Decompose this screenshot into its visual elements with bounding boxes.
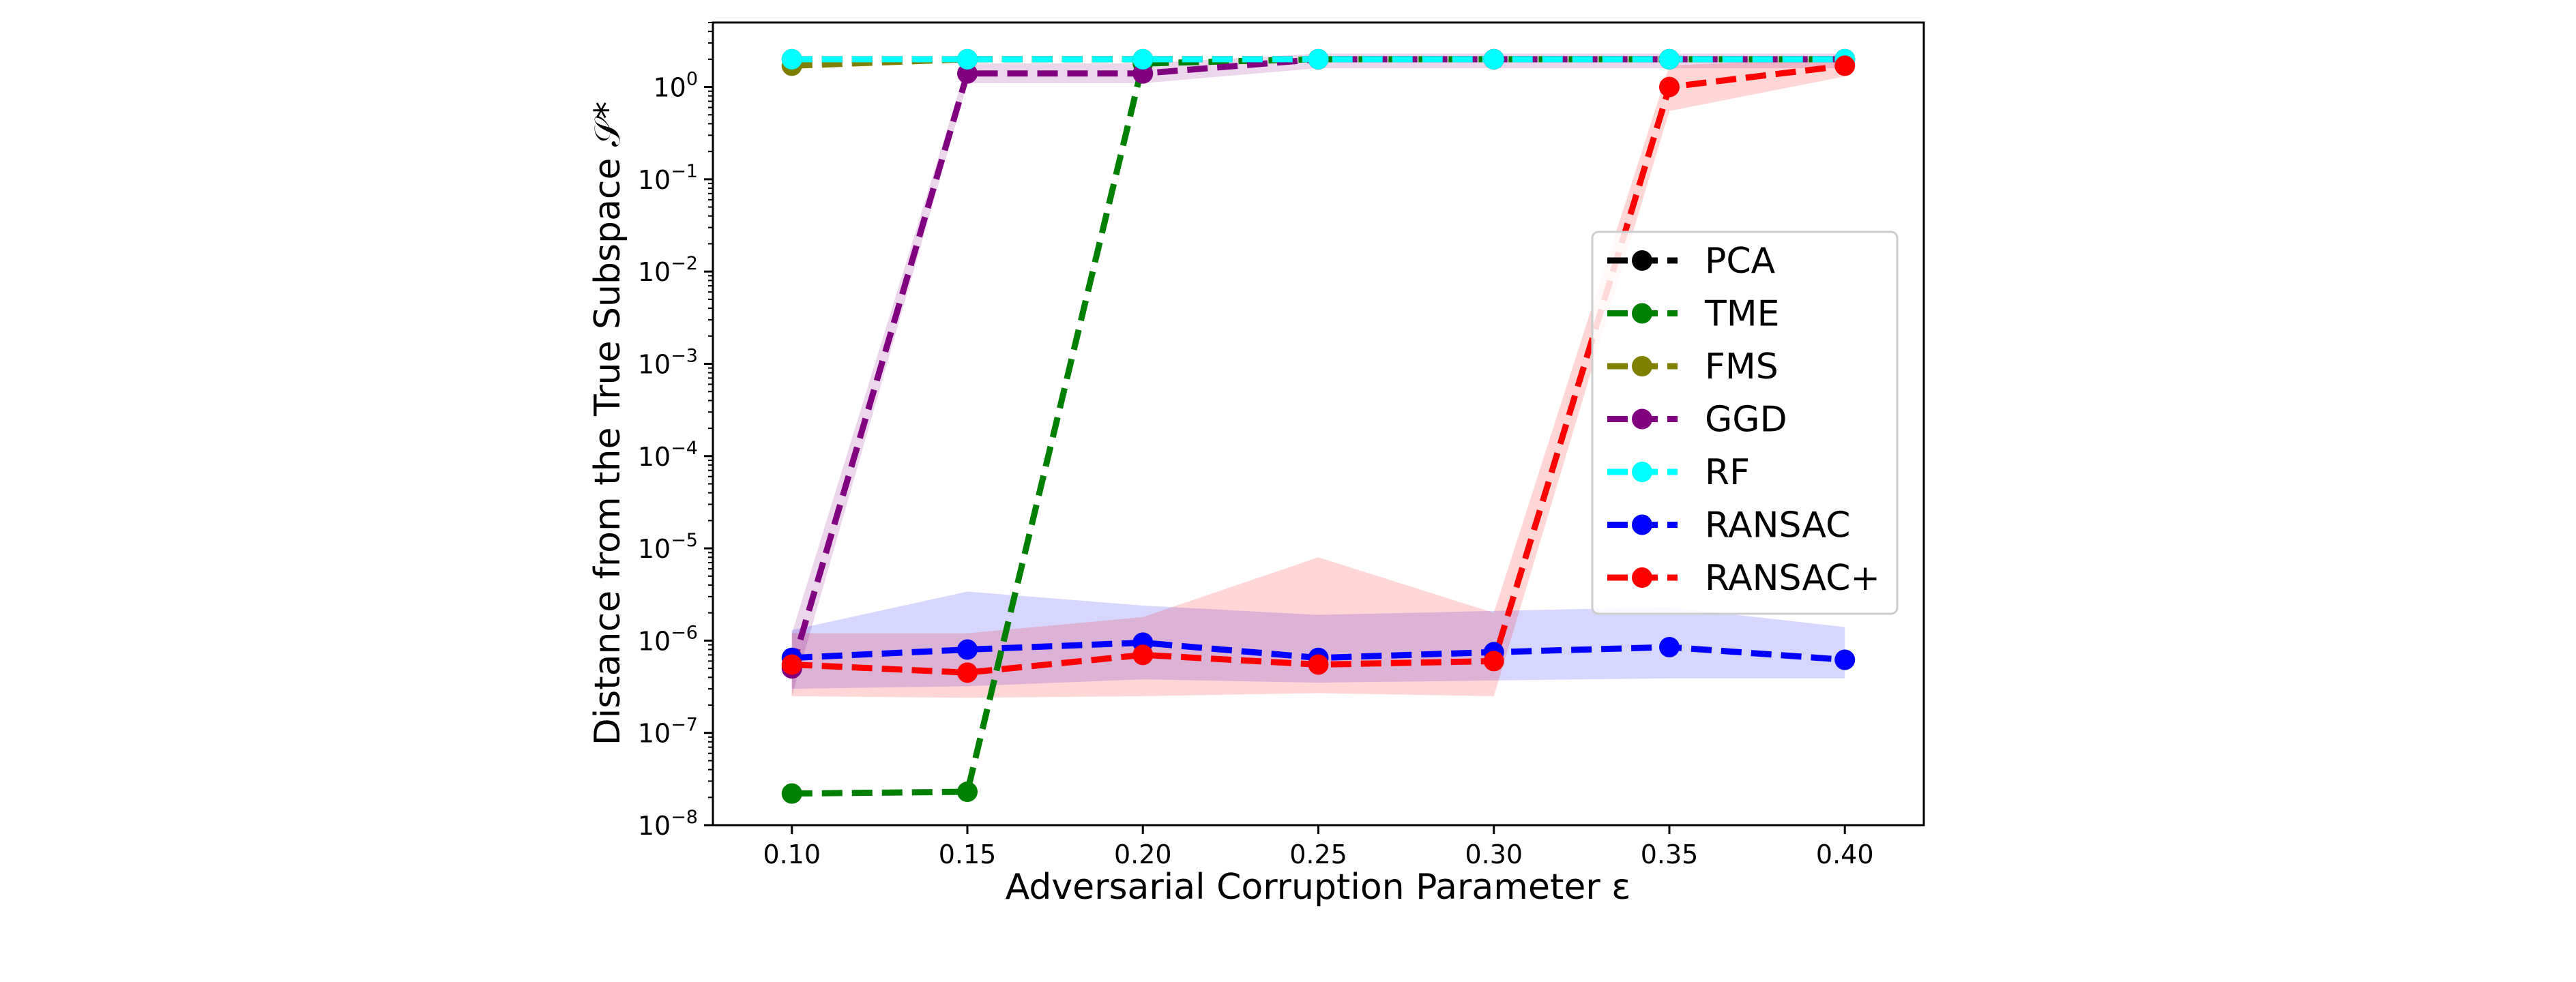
y-tick-label: 10−5 (638, 530, 698, 564)
series-markers (781, 48, 1856, 804)
point-ransac-6 (1834, 649, 1856, 670)
y-axis-label: Distance from the True Subspace 𝒮* (587, 102, 628, 746)
legend-marker-swatch (1632, 567, 1652, 588)
legend-label: RANSAC (1705, 505, 1850, 546)
point-ransac-5 (1658, 636, 1680, 657)
legend-item-ransac: RANSAC (1607, 505, 1850, 546)
y-tick-label: 10−2 (638, 253, 698, 287)
point-rf-1 (957, 48, 978, 70)
band-ransac (791, 591, 1845, 689)
point-tme-1 (957, 782, 978, 803)
legend-label: RANSAC+ (1705, 558, 1880, 599)
point-ransac-plus-2 (1132, 644, 1154, 666)
legend-label: RF (1705, 452, 1750, 493)
band-ransac-plus (791, 57, 1845, 698)
x-axis-ticks: 0.10 0.15 0.20 0.25 0.30 0.35 0.40 (763, 825, 1874, 869)
y-axis-ticks: 10−8 10−7 10−6 10−5 10−4 10−3 10−2 10−1 100 (638, 22, 713, 841)
legend-marker-swatch (1632, 514, 1652, 535)
point-ransac-plus-5 (1658, 76, 1680, 98)
confidence-bands (791, 53, 1845, 698)
legend-label: FMS (1705, 346, 1779, 387)
legend-marker-swatch (1632, 408, 1652, 430)
point-ransac-plus-4 (1483, 651, 1504, 672)
legend-marker-swatch (1632, 250, 1652, 271)
legend-box (1591, 230, 1899, 615)
point-ransac-plus-1 (957, 662, 978, 683)
legend-item-rf: RF (1607, 452, 1750, 493)
y-tick-label: 10−3 (638, 345, 698, 379)
y-tick-label: 10−8 (638, 807, 698, 841)
x-tick-label: 0.20 (1114, 839, 1172, 869)
point-ransac-plus-0 (781, 654, 802, 675)
y-tick-label: 10−4 (638, 438, 698, 472)
legend-marker-swatch (1632, 462, 1652, 482)
point-rf-5 (1658, 48, 1680, 70)
x-tick-label: 0.10 (763, 839, 821, 869)
x-tick-label: 0.15 (939, 839, 997, 869)
point-tme-0 (781, 783, 802, 804)
y-tick-label: 10−7 (638, 715, 698, 749)
legend-marker-swatch (1632, 303, 1652, 324)
legend-item-pca: PCA (1607, 241, 1776, 282)
point-rf-2 (1132, 48, 1154, 70)
y-tick-label: 10−1 (638, 161, 698, 195)
legend-label: GGD (1705, 400, 1787, 441)
x-tick-label: 0.25 (1289, 839, 1347, 869)
x-axis-label: Adversarial Corruption Parameter ε (1006, 867, 1631, 908)
point-ransac-plus-3 (1308, 654, 1329, 675)
legend-label: PCA (1705, 241, 1776, 282)
x-tick-label: 0.30 (1465, 839, 1523, 869)
point-rf-4 (1483, 48, 1504, 70)
point-ggd-2 (1132, 63, 1154, 84)
x-tick-label: 0.35 (1641, 839, 1699, 869)
point-rf-3 (1308, 48, 1329, 70)
point-ggd-1 (957, 63, 978, 84)
legend-item-ggd: GGD (1607, 400, 1787, 441)
x-tick-label: 0.40 (1816, 839, 1874, 869)
legend-item-ransac-plus: RANSAC+ (1607, 558, 1880, 599)
legend-marker-swatch (1632, 356, 1652, 376)
point-ransac-plus-6 (1834, 55, 1856, 76)
y-tick-label: 100 (653, 69, 698, 103)
y-tick-label: 10−6 (638, 622, 698, 656)
legend-item-tme: TME (1607, 294, 1779, 335)
legend-item-fms: FMS (1607, 346, 1779, 387)
point-ransac-1 (957, 639, 978, 660)
legend: PCA TME FMS GGD RF RANSAC RANSAC+ (1591, 230, 1899, 615)
legend-label: TME (1704, 294, 1779, 335)
point-rf-0 (781, 48, 802, 70)
